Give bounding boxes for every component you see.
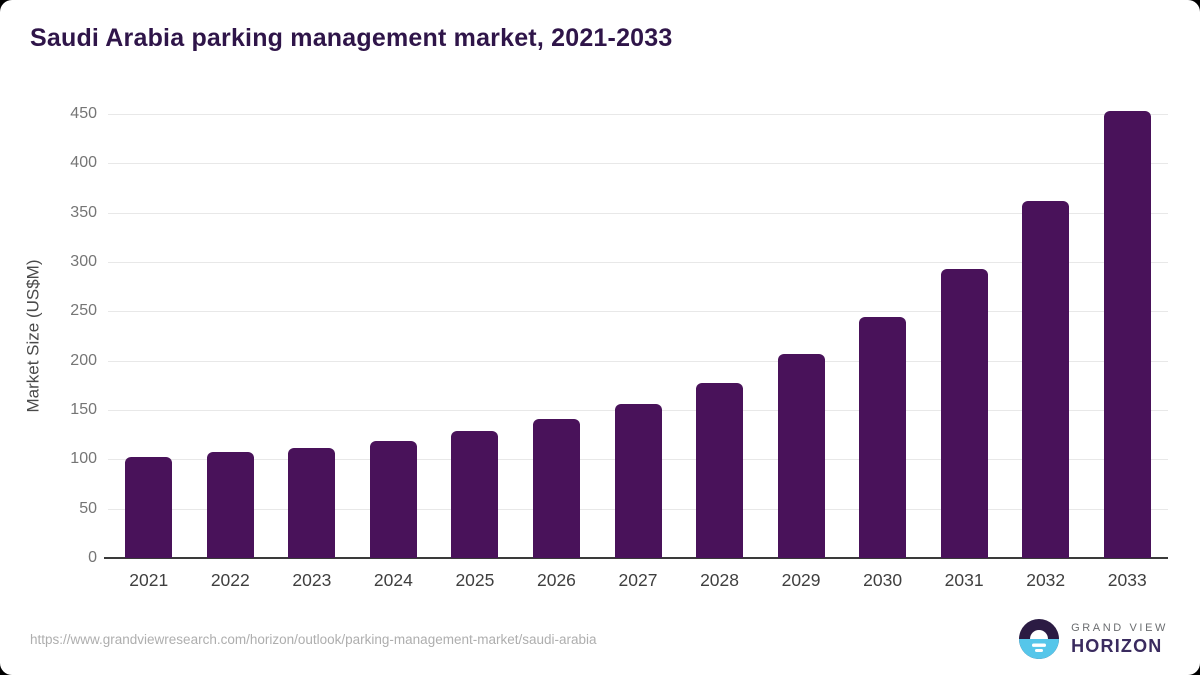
bar-2032 xyxy=(1022,200,1070,558)
chart-title: Saudi Arabia parking management market, … xyxy=(30,24,673,52)
x-tick-label: 2023 xyxy=(292,570,332,590)
x-tick-label: 2032 xyxy=(1026,570,1066,590)
x-tick-label: 2025 xyxy=(455,570,495,590)
gridline xyxy=(108,212,1168,214)
x-tick-label: 2024 xyxy=(373,570,413,590)
bar-2026 xyxy=(532,418,580,558)
bar-2025 xyxy=(451,430,499,558)
bar-2030 xyxy=(859,317,907,558)
x-tick-label: 2027 xyxy=(618,570,658,590)
y-tick-label: 0 xyxy=(88,549,97,566)
bar-2033 xyxy=(1103,111,1151,558)
y-tick-label: 50 xyxy=(79,499,97,517)
gridline xyxy=(108,163,1168,165)
gridline xyxy=(108,311,1168,313)
y-tick-label: 450 xyxy=(70,105,97,122)
x-tick-label: 2028 xyxy=(700,570,739,590)
y-tick-label: 350 xyxy=(70,203,97,221)
x-tick-label: 2030 xyxy=(863,570,903,590)
bar-2023 xyxy=(288,447,336,558)
x-tick-label: 2031 xyxy=(944,570,984,590)
y-tick-label: 400 xyxy=(70,154,97,172)
plot-area: 0 50 100 150 200 250 300 350 400 450 2021 2022 2023 2… xyxy=(70,105,1168,590)
bar-2021 xyxy=(125,457,173,558)
y-axis-title-text: Market Size (US$M) xyxy=(24,259,43,413)
gridline xyxy=(108,262,1168,263)
y-tick-label: 200 xyxy=(70,351,97,369)
gridline xyxy=(108,114,1168,115)
bar-2024 xyxy=(369,440,417,558)
grand-view-horizon-logo: GRAND VIEW HORIZON xyxy=(1019,619,1168,659)
x-tick-label: 2021 xyxy=(129,570,169,590)
y-axis-title: Market Size (US$M) xyxy=(22,114,46,558)
horizon-logo-icon xyxy=(1019,619,1060,659)
gridline xyxy=(108,360,1168,362)
bar-2028 xyxy=(696,383,744,558)
bar-2022 xyxy=(206,452,254,558)
x-tick-label: 2033 xyxy=(1107,570,1147,590)
x-axis-line xyxy=(104,557,1168,559)
x-tick-label: 2029 xyxy=(781,570,821,590)
bar-2031 xyxy=(940,268,988,558)
y-tick-label: 250 xyxy=(70,302,97,320)
y-tick-label: 300 xyxy=(70,253,97,270)
y-tick-label: 150 xyxy=(70,401,97,418)
x-tick-label: 2022 xyxy=(210,570,250,590)
bar-2029 xyxy=(777,353,825,558)
logo-horizon-text: HORIZON xyxy=(1071,635,1163,656)
y-tick-label: 100 xyxy=(70,450,97,468)
logo-wordmark: GRAND VIEW HORIZON xyxy=(1071,622,1168,657)
logo-grand-view-text: GRAND VIEW xyxy=(1071,621,1168,634)
source-url: https://www.grandviewresearch.com/horizo… xyxy=(30,632,597,647)
bar-2027 xyxy=(614,404,662,558)
x-tick-label: 2026 xyxy=(536,570,576,590)
